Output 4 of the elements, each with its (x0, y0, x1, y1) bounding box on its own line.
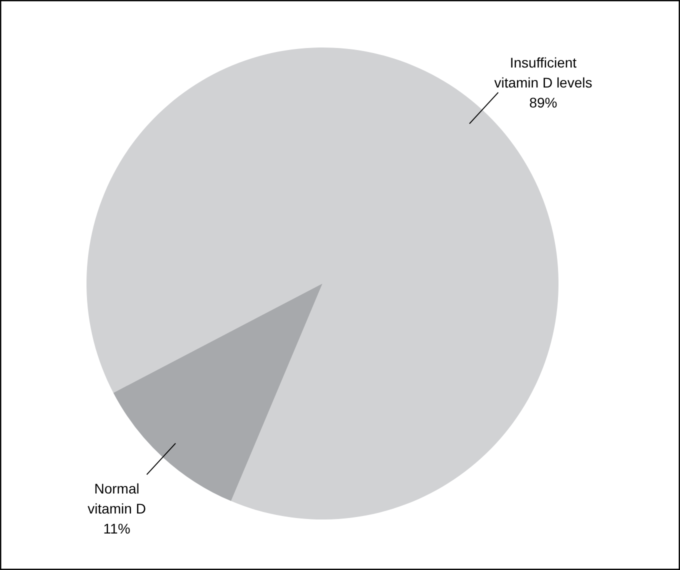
slice-label: Normal vitamin D (88, 480, 146, 517)
data-label: 89% (529, 94, 558, 110)
slice-label: Insufficient vitamin D levels (494, 54, 592, 90)
data-label: 11% (103, 520, 130, 537)
